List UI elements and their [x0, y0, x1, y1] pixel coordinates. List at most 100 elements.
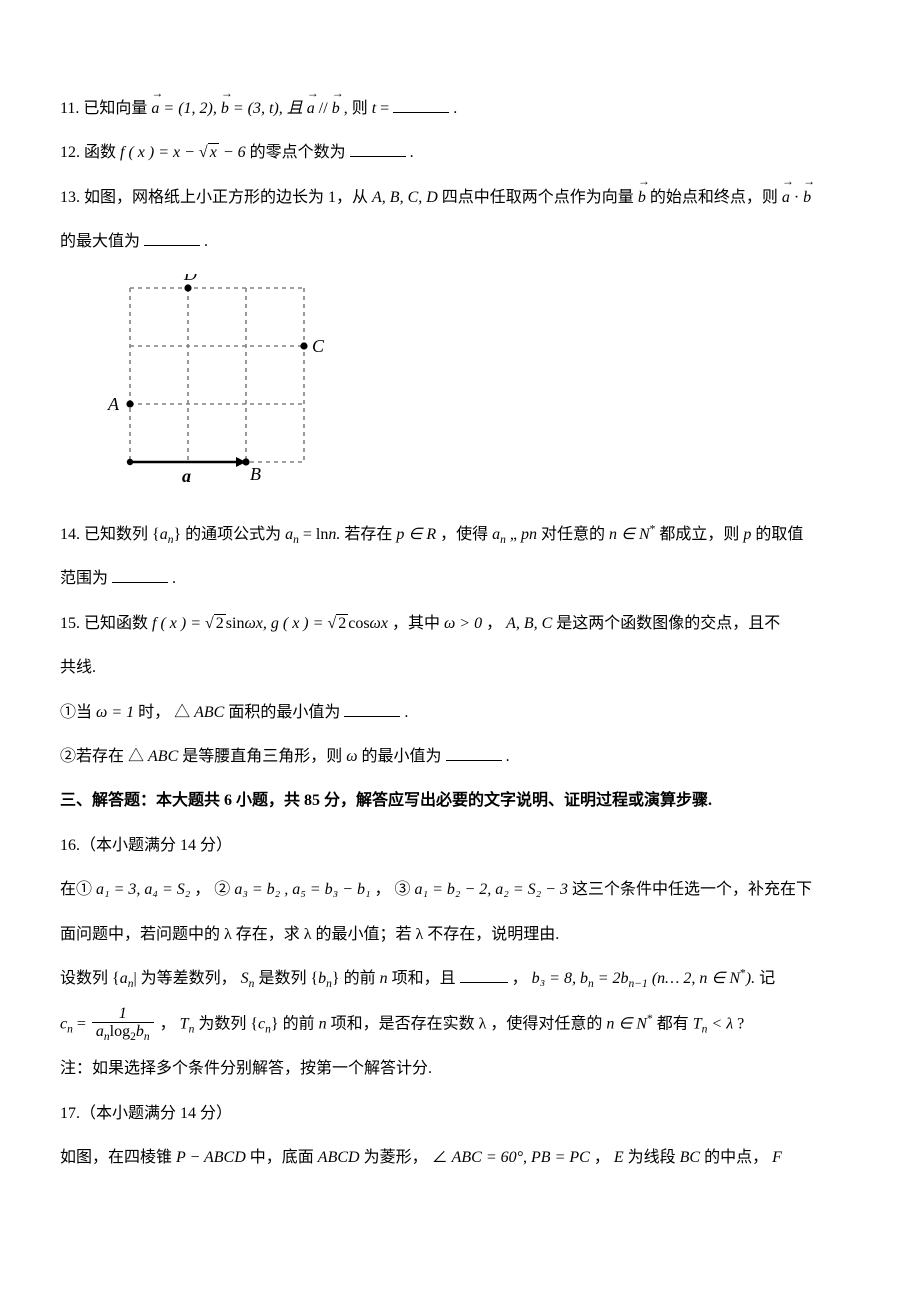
q17-e: E	[614, 1149, 624, 1166]
q16-frac-den: anlog2bn	[92, 1022, 154, 1044]
q16-tn2-sub: n	[702, 1023, 708, 1035]
sqrt-x-inner: x	[208, 143, 219, 161]
q16-paren: (n… 2, n ∈ N	[652, 970, 740, 987]
q16-l3c: 是数列 {	[258, 970, 318, 987]
q16-den-b-sub: n	[144, 1031, 150, 1043]
q15-prefix: 15. 已知函数	[60, 615, 152, 632]
q16-nin: n ∈ N	[606, 1015, 647, 1032]
q15-t3: 是这两个函数图像的交点，且不	[556, 615, 780, 632]
q15-cos: cos	[348, 615, 369, 632]
q16-den-log: log	[110, 1023, 130, 1040]
vec-a3: a	[782, 179, 790, 217]
q16-l3e: 项和，且	[392, 970, 460, 987]
q14-an2-sub: n	[500, 534, 506, 546]
q16-parenclose: ).	[746, 970, 759, 987]
q17-f: F	[772, 1149, 782, 1166]
q15-ogt0: ω > 0	[444, 615, 482, 632]
q15-i1-pre: ①当	[60, 704, 96, 721]
q16-an: a	[120, 970, 128, 987]
q17-abc: ABC	[452, 1149, 482, 1166]
q16-c1: a₁ = 3, a₄ = S₂	[96, 881, 190, 898]
blank	[393, 98, 449, 113]
q16-den-a: a	[96, 1023, 104, 1040]
q17-abcd: ABCD	[318, 1149, 360, 1166]
q15-i2-suf: 的最小值为	[362, 748, 442, 765]
q16-n2: n	[319, 1015, 327, 1032]
q15-fx: f ( x ) =	[152, 615, 205, 632]
q17-bc: BC	[680, 1149, 700, 1166]
q14-star: *	[650, 523, 656, 535]
q14-n: n.	[328, 526, 340, 543]
q16-l3b: | 为等差数列，	[133, 970, 240, 987]
svg-text:A: A	[107, 394, 120, 414]
q17-l1c: 为菱形， ∠	[364, 1149, 448, 1166]
q13-c: 的始点和终点，则	[650, 189, 782, 206]
q16-l3f: ，	[512, 970, 532, 987]
q14-formula: a	[285, 526, 293, 543]
q15-sin: sin	[226, 615, 245, 632]
q16-l3a: 设数列 {	[60, 970, 120, 987]
q16-tn: T	[180, 1015, 189, 1032]
q14-t4: 都成立，则	[659, 526, 743, 543]
section-3-header: 三、解答题：本大题共 6 小题，共 85 分，解答应写出必要的文字说明、证明过程…	[60, 782, 860, 820]
vec-b4: b	[803, 179, 811, 217]
q14-comma: „	[510, 526, 521, 543]
q14-prefix: 14. 已知数列 {	[60, 526, 160, 543]
q16-lt: < λ	[711, 1015, 733, 1032]
q16-l4b: 为数列 {	[198, 1015, 258, 1032]
q17-eq60: = 60°,	[486, 1149, 531, 1166]
blank	[112, 568, 168, 583]
q14-brace: } 的通项公式为	[173, 526, 285, 543]
q15-oe1: ω = 1	[96, 704, 134, 721]
question-14-line2: 范围为 .	[60, 560, 860, 598]
question-13-line2: 的最大值为 .	[60, 223, 860, 261]
q16-b3: b₃ = 8, b	[532, 970, 588, 987]
q15-omega: ω	[346, 748, 357, 765]
question-15-line1: 15. 已知函数 f ( x ) = 2sinωx, g ( x ) = 2co…	[60, 605, 860, 643]
q16-l4a: ，	[160, 1015, 180, 1032]
q14-nin: n ∈ N	[609, 526, 650, 543]
q17-l1f: 的中点，	[704, 1149, 772, 1166]
q11-suffix: , 则	[344, 100, 372, 117]
q13-line2: 的最大值为	[60, 233, 140, 250]
q16-l1d: 这三个条件中任选一个，补充在下	[572, 881, 812, 898]
q16-tn-sub: n	[189, 1023, 195, 1035]
q17-pabcd: P − ABCD	[176, 1149, 246, 1166]
q15-p1: .	[404, 704, 408, 721]
q11-parallel: //	[319, 100, 332, 117]
q13-period: .	[204, 233, 208, 250]
q13-a: 13. 如图，网格纸上小正方形的边长为 1，从	[60, 189, 372, 206]
q11-beq: = (3,	[233, 100, 269, 117]
vec-b2: b	[332, 90, 340, 128]
question-15-line2: 共线.	[60, 649, 860, 687]
q16-c2: a₃ = b₂ , a₅ = b₃ − b₁	[234, 881, 370, 898]
question-11: 11. 已知向量 a = (1, 2), b = (3, t), 且 a // …	[60, 90, 860, 128]
svg-text:D: D	[183, 274, 197, 284]
q15-ox2: ωx	[370, 615, 388, 632]
q16-l3g: 记	[759, 970, 775, 987]
q16-nm1: n−1	[629, 978, 648, 990]
q16-sn: S	[241, 970, 249, 987]
q16-frac-num: 1	[92, 1005, 154, 1023]
q11-eq: =	[380, 100, 393, 117]
q16-bn: b	[318, 970, 326, 987]
q14-p2: p	[743, 526, 751, 543]
question-15-item1: ①当 ω = 1 时， △ ABC 面积的最小值为 .	[60, 694, 860, 732]
q14-p: p	[396, 526, 404, 543]
q11-period: .	[453, 100, 457, 117]
q15-abc: A, B, C	[506, 615, 552, 632]
q17-l1d: ，	[594, 1149, 614, 1166]
q16-l1a: 在①	[60, 881, 96, 898]
blank	[446, 746, 502, 761]
blank	[460, 968, 508, 983]
question-17-header: 17.（本小题满分 14 分）	[60, 1095, 860, 1133]
q17-l1e: 为线段	[628, 1149, 680, 1166]
q16-l1b: ， ②	[194, 881, 234, 898]
q15-gx: g ( x ) =	[271, 615, 328, 632]
q16-den-b: b	[136, 1023, 144, 1040]
q14-t2: ，使得	[440, 526, 492, 543]
question-16-line4: cn = 1 anlog2bn ， Tn 为数列 {cn} 的前 n 项和，是否…	[60, 1005, 860, 1044]
q12-prefix: 12. 函数	[60, 144, 120, 161]
question-16-line1: 在① a₁ = 3, a₄ = S₂ ， ② a₃ = b₂ , a₅ = b₃…	[60, 871, 860, 909]
blank	[344, 701, 400, 716]
